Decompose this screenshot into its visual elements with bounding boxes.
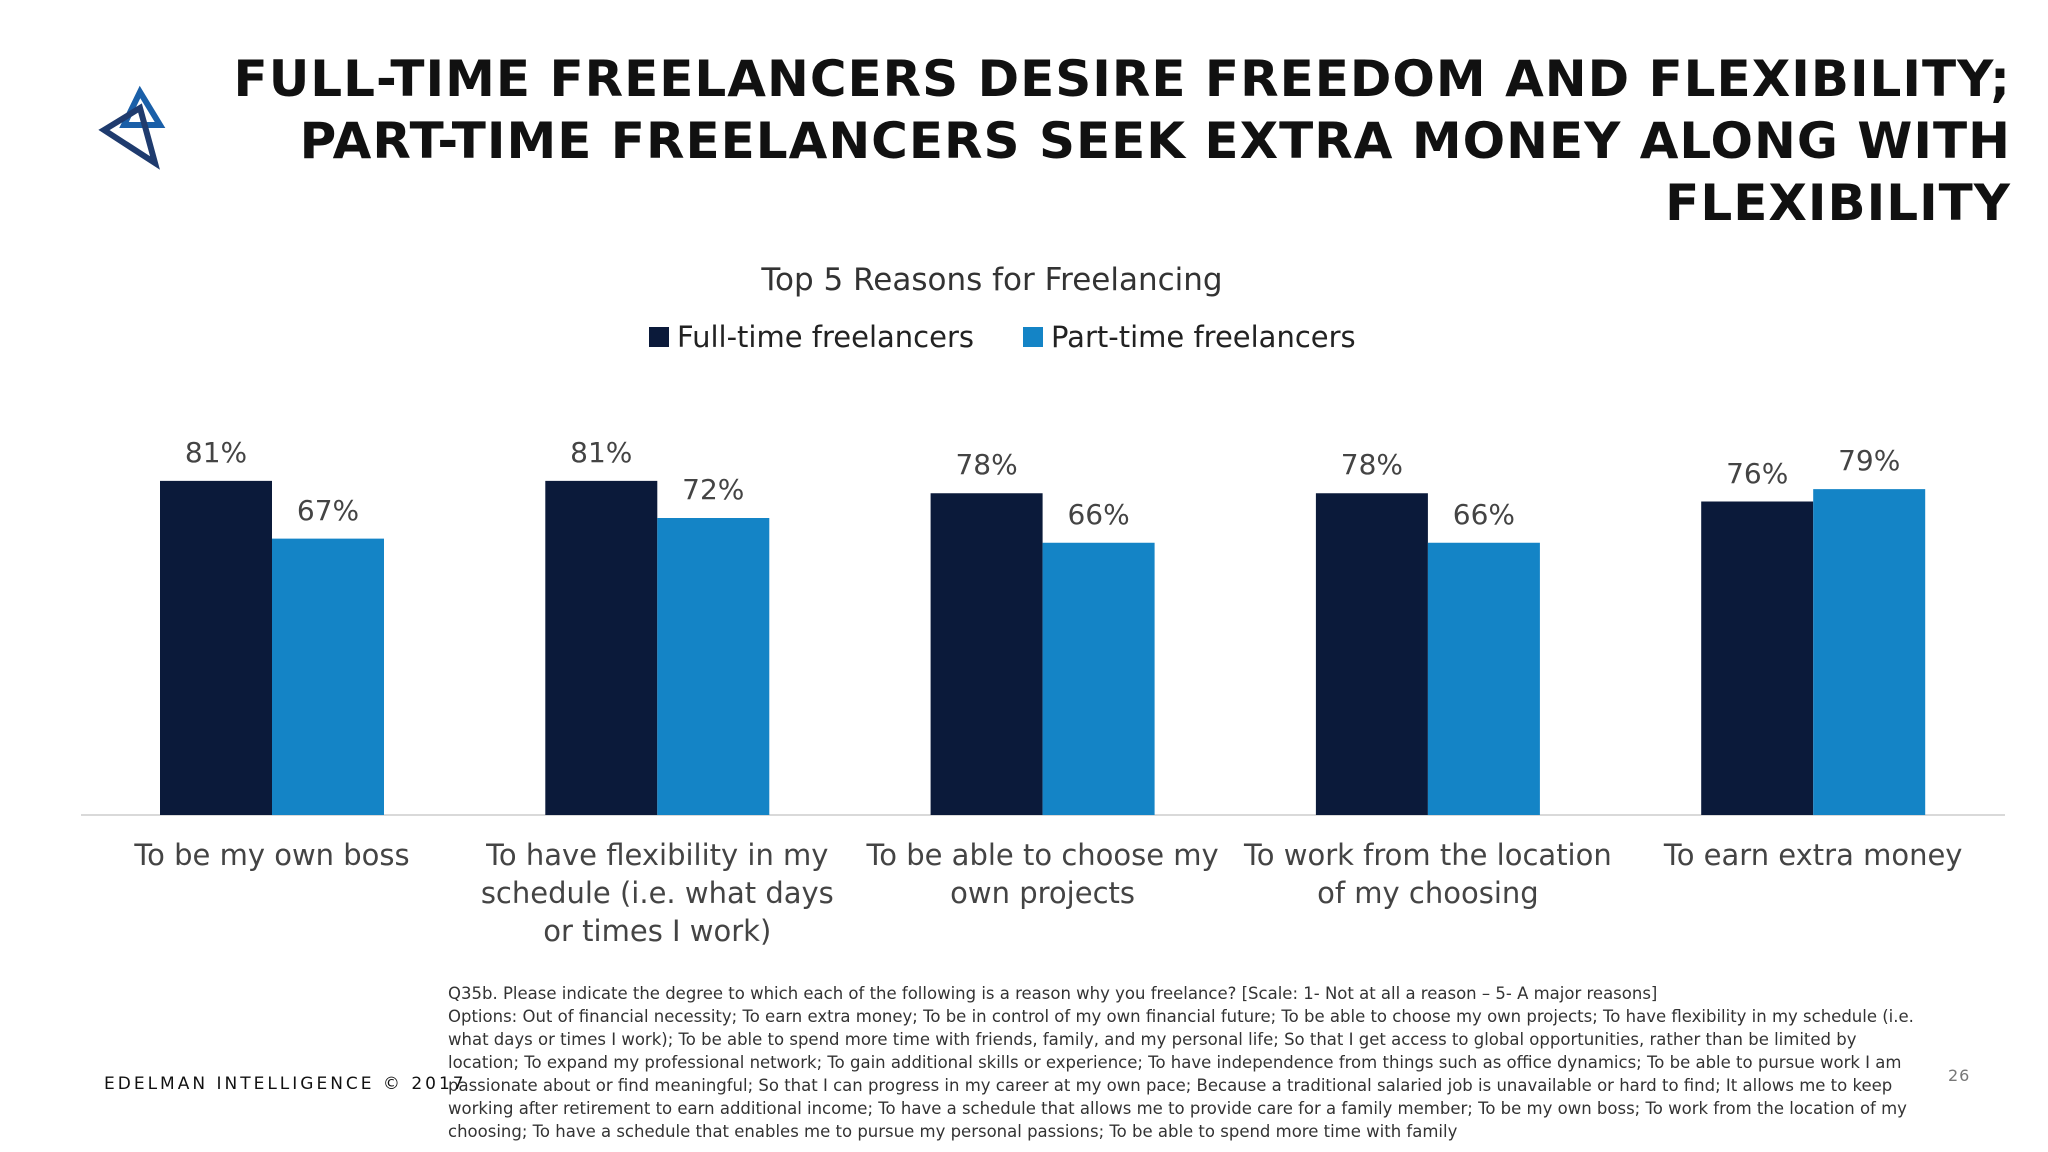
bar xyxy=(1813,489,1926,815)
legend-item: Full-time freelancers xyxy=(649,320,974,354)
note: Options: Out of financial necessity; To … xyxy=(448,1007,1914,1141)
x-tick-label: To have flexibility in my schedule (i.e.… xyxy=(480,838,834,948)
data-label: 79% xyxy=(1838,444,1901,478)
footer: EDELMAN INTELLIGENCE © 2017 xyxy=(104,1074,467,1094)
title-line: FLEXIBILITY xyxy=(1665,174,2011,232)
title-line: FULL-TIME FREELANCERS DESIRE FREEDOM AND… xyxy=(233,50,2011,108)
title: FULL-TIME FREELANCERS DESIRE FREEDOM AND… xyxy=(234,48,2011,234)
bar xyxy=(160,480,272,815)
x-tick-label: To be able to choose my own projects xyxy=(866,838,1219,910)
data-label: 78% xyxy=(1340,448,1403,482)
data-label: 67% xyxy=(296,493,360,527)
footnote: Q35b. Please indicate the degree to whic… xyxy=(448,982,1926,1143)
data-label: 76% xyxy=(1726,456,1789,490)
data-label: 78% xyxy=(955,448,1018,482)
legend-item: Part-time freelancers xyxy=(1023,320,1356,354)
logo xyxy=(98,85,166,170)
x-tick-label: To be my own boss xyxy=(134,838,410,872)
note: Q35b. Please indicate the degree to whic… xyxy=(448,984,1658,1003)
bar xyxy=(1042,542,1155,815)
bar xyxy=(1701,501,1814,815)
chart-subtitle: Top 5 Reasons for Freelancing xyxy=(761,262,1223,298)
bar xyxy=(272,538,384,815)
data-label: 66% xyxy=(1067,497,1130,531)
data-label: 81% xyxy=(570,435,633,469)
bar xyxy=(930,493,1043,815)
legend-swatch xyxy=(649,327,669,347)
title-line: PART-TIME FREELANCERS SEEK EXTRA MONEY A… xyxy=(299,112,2011,170)
legend-label: Part-time freelancers xyxy=(1051,320,1356,354)
data-label: 66% xyxy=(1452,497,1515,531)
bar xyxy=(545,480,658,815)
legend-label: Full-time freelancers xyxy=(677,320,974,354)
x-tick-label: To earn extra money xyxy=(1663,838,1963,872)
x-tick-label: To work from the location of my choosing xyxy=(1244,838,1612,910)
data-label: 81% xyxy=(184,435,248,469)
data-label: 72% xyxy=(682,473,745,506)
bar xyxy=(1427,542,1540,815)
bar xyxy=(657,518,770,815)
page-number: 26 xyxy=(1948,1066,1971,1085)
legend-swatch xyxy=(1023,327,1043,347)
bar xyxy=(1315,493,1428,815)
